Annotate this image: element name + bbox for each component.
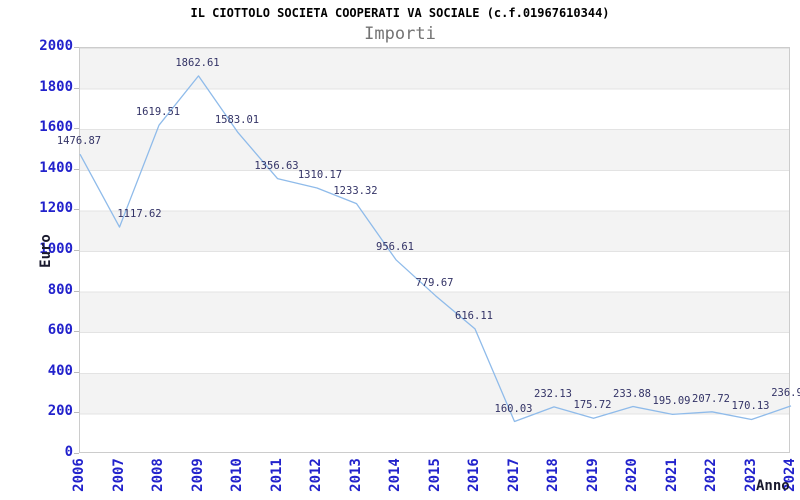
- y-tick-label: 800: [47, 281, 73, 298]
- x-axis-label: Anno: [756, 478, 790, 494]
- y-tick-label: 1600: [39, 119, 73, 136]
- data-point-label: 1117.62: [117, 208, 162, 221]
- data-point-label: 170.13: [731, 400, 770, 413]
- y-tick-label: 1200: [39, 200, 73, 217]
- y-tick-mark: [74, 371, 79, 373]
- data-point-label: 1310.17: [297, 169, 343, 182]
- y-tick-mark: [74, 87, 79, 89]
- data-point-label: 195.09: [652, 395, 691, 408]
- data-point-label: 1583.01: [214, 113, 260, 126]
- x-tick-label: 2017: [505, 458, 522, 492]
- y-tick-mark: [74, 47, 79, 48]
- y-tick-mark: [74, 331, 79, 333]
- x-tick-label: 2018: [545, 458, 561, 492]
- data-point-label: 160.03: [494, 402, 533, 415]
- y-tick-mark: [74, 250, 79, 251]
- x-tick-label: 2019: [584, 458, 601, 492]
- data-point-label: 175.72: [573, 399, 612, 412]
- data-point-label: 1619.51: [135, 106, 181, 119]
- y-tick-label: 2000: [39, 38, 73, 54]
- y-tick-mark: [74, 209, 79, 211]
- plot-area: [79, 47, 792, 453]
- data-point-label: 1233.32: [333, 184, 378, 197]
- x-tick-label: 2013: [347, 458, 364, 492]
- data-point-label: 236.9: [771, 386, 800, 399]
- x-tick-label: 2021: [663, 458, 680, 492]
- y-tick-label: 1400: [39, 159, 73, 176]
- y-tick-mark: [74, 128, 79, 130]
- x-tick-label: 2022: [703, 458, 719, 492]
- y-tick-label: 400: [47, 362, 73, 379]
- x-tick-label: 2012: [308, 458, 324, 492]
- y-tick-mark: [74, 168, 79, 170]
- y-tick-mark: [74, 412, 79, 414]
- x-tick-label: 2016: [466, 458, 482, 492]
- x-tick-label: 2020: [624, 458, 640, 492]
- data-line: [79, 75, 792, 423]
- data-point-label: 616.11: [455, 309, 493, 322]
- y-tick-label: 1000: [39, 241, 73, 257]
- chart-title: IL CIOTTOLO SOCIETA COOPERATI VA SOCIALE…: [190, 6, 610, 20]
- x-tick-label: 2014: [387, 458, 403, 492]
- data-point-label: 1356.63: [254, 159, 299, 172]
- x-tick-label: 2009: [189, 458, 206, 492]
- data-point-label: 233.88: [613, 387, 651, 400]
- data-point-label: 956.61: [376, 240, 414, 253]
- x-tick-label: 2015: [426, 458, 443, 492]
- data-point-label: 1476.87: [56, 135, 102, 148]
- data-point-label: 1862.61: [175, 56, 220, 69]
- y-tick-label: 1800: [39, 78, 73, 95]
- y-tick-label: 200: [47, 403, 73, 420]
- line-series-svg: [79, 75, 792, 423]
- y-tick-mark: [74, 290, 79, 292]
- data-point-label: 232.13: [534, 387, 572, 400]
- x-tick-label: 2011: [268, 458, 285, 492]
- x-tick-label: 2006: [71, 458, 87, 492]
- data-point-label: 207.72: [692, 392, 730, 405]
- x-tick-label: 2010: [229, 458, 245, 492]
- x-tick-label: 2007: [110, 458, 127, 492]
- chart-subtitle: Importi: [364, 24, 436, 44]
- x-tick-label: 2008: [150, 458, 166, 492]
- y-axis-label: Euro: [38, 234, 54, 268]
- y-tick-mark: [74, 453, 79, 454]
- y-tick-label: 600: [47, 322, 73, 339]
- y-tick-label: 0: [64, 444, 73, 460]
- data-point-label: 779.67: [415, 276, 454, 289]
